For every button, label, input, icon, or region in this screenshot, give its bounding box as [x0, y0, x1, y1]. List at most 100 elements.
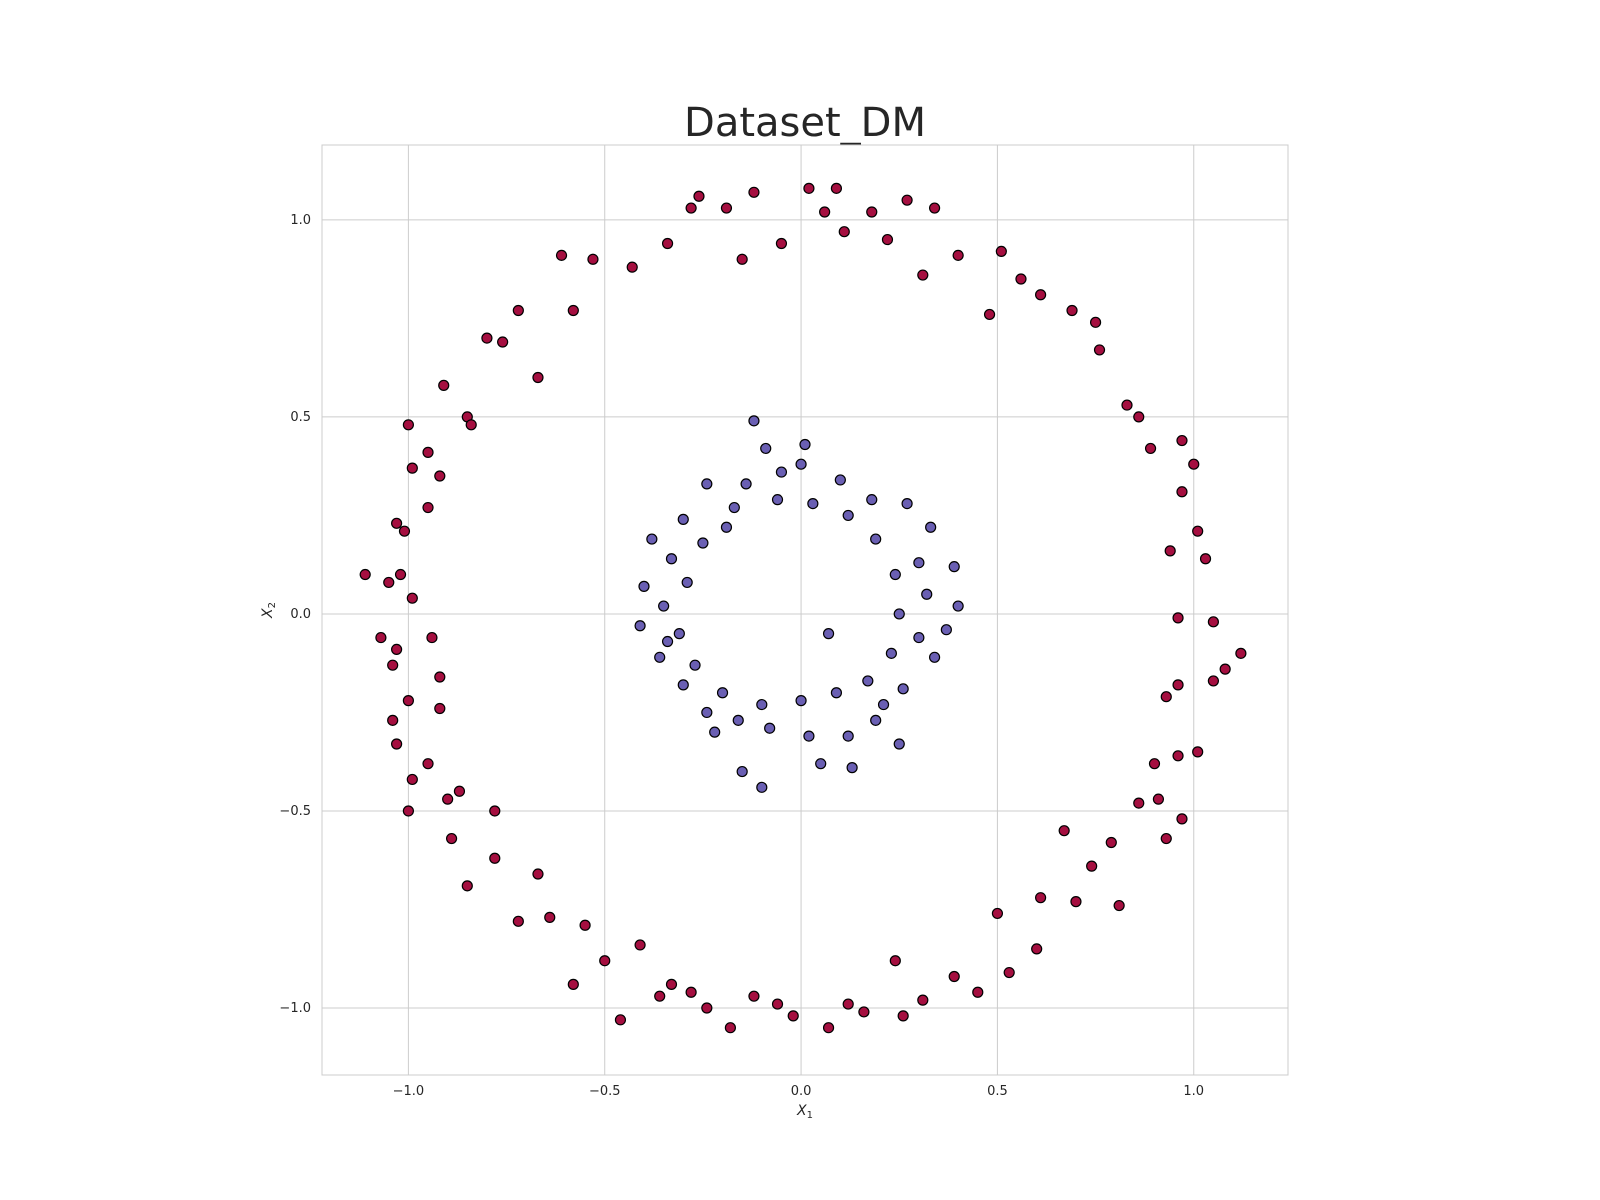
scatter-point: [665, 978, 678, 990]
scatter-point: [1176, 486, 1188, 498]
x-tick-label: 0.0: [791, 1084, 812, 1099]
scatter-point: [422, 758, 434, 770]
scatter-point: [901, 498, 913, 510]
x-tick-label: 0.5: [987, 1084, 1008, 1099]
scatter-point: [681, 576, 693, 589]
scatter-point: [771, 998, 784, 1010]
scatter-point: [842, 998, 854, 1010]
scatter-point: [654, 990, 666, 1002]
scatter-point: [764, 722, 776, 734]
scatter-point: [724, 1022, 736, 1034]
scatter-point: [1003, 966, 1015, 979]
scatter-point: [822, 1022, 835, 1034]
scatter-point: [948, 970, 960, 983]
scatter-point: [481, 332, 493, 344]
scatter-point: [532, 868, 544, 880]
scatter-point: [1152, 793, 1165, 805]
scatter-point: [438, 379, 450, 391]
scatter-point: [1093, 344, 1106, 356]
scatter-point: [426, 631, 438, 644]
scatter-point: [461, 880, 473, 892]
scatter-point: [673, 628, 685, 640]
x-axis-label-main: X: [796, 1103, 807, 1119]
x-tick-label: −0.5: [589, 1084, 621, 1099]
scatter-point: [1035, 892, 1047, 904]
scatter-point: [952, 249, 964, 261]
scatter-point: [701, 706, 713, 719]
scatter-point: [921, 588, 933, 600]
scatter-point: [716, 687, 729, 699]
scatter-point: [1133, 411, 1145, 423]
scatter-point: [760, 442, 772, 455]
scatter-point: [893, 738, 905, 750]
scatter-point: [1192, 525, 1204, 537]
scatter-point: [661, 237, 674, 250]
y-tick-label: −1.0: [279, 1001, 311, 1016]
scatter-point: [422, 446, 434, 458]
scatter-point: [701, 478, 713, 490]
scatter-point: [406, 462, 418, 474]
scatter-point: [917, 269, 929, 281]
scatter-point: [402, 695, 414, 707]
scatter-point: [807, 498, 819, 510]
scatter-point: [391, 643, 403, 656]
scatter-point: [387, 659, 399, 671]
scatter-point: [803, 730, 815, 742]
scatter-point: [626, 261, 638, 273]
scatter-point: [599, 955, 611, 967]
data-points: [359, 182, 1247, 1034]
scatter-point: [803, 182, 815, 194]
scatter-point: [442, 793, 454, 805]
y-tick-label: 0.0: [290, 607, 311, 622]
scatter-point: [1070, 896, 1082, 908]
scatter-point: [771, 494, 784, 506]
scatter-point: [830, 687, 843, 699]
scatter-point: [434, 671, 446, 683]
scatter-point: [928, 202, 941, 214]
scatter-point: [512, 304, 524, 317]
scatter-point: [846, 762, 858, 774]
scatter-point: [913, 631, 925, 644]
scatter-point: [1172, 612, 1184, 624]
scatter-point: [579, 919, 591, 931]
x-axis-label-subscript: 1: [807, 1110, 813, 1121]
scatter-point: [720, 202, 733, 214]
scatter-point: [1121, 399, 1133, 411]
scatter-point: [661, 635, 674, 648]
y-tick-labels: −1.0 −0.5 0.0 0.5 1.0: [279, 213, 311, 1016]
scatter-point: [489, 852, 501, 864]
y-tick-label: 0.5: [290, 410, 311, 425]
plot-area: [321, 144, 1289, 1076]
scatter-point: [842, 730, 854, 742]
scatter-point: [815, 758, 827, 770]
scatter-point: [658, 600, 670, 612]
y-tick-label: 1.0: [290, 213, 311, 228]
scatter-point: [799, 438, 811, 451]
y-axis-label-main: X: [260, 608, 276, 619]
scatter-point: [972, 986, 984, 998]
scatter-point: [1089, 316, 1102, 328]
scatter-point: [740, 478, 752, 490]
scatter-point: [870, 533, 882, 545]
scatter-point: [1207, 675, 1219, 687]
x-tick-label: −1.0: [393, 1084, 425, 1099]
scatter-point: [736, 253, 748, 265]
scatter-point: [1219, 663, 1231, 675]
scatter-point: [697, 537, 709, 549]
scatter-point: [512, 915, 524, 927]
scatter-point: [795, 695, 807, 707]
scatter-point: [567, 304, 579, 317]
scatter-point: [391, 738, 403, 750]
scatter-point: [775, 237, 788, 250]
scatter-point: [732, 714, 744, 726]
scatter-point: [555, 249, 568, 261]
scatter-point: [1066, 304, 1078, 317]
scatter-point: [1172, 679, 1184, 691]
scatter-point: [866, 494, 878, 506]
y-axis-label-subscript: 2: [267, 602, 278, 608]
scatter-point: [634, 620, 646, 632]
scatter-point: [736, 765, 748, 778]
scatter-point: [866, 206, 878, 218]
scatter-point: [897, 1010, 909, 1022]
scatter-point: [819, 206, 831, 218]
